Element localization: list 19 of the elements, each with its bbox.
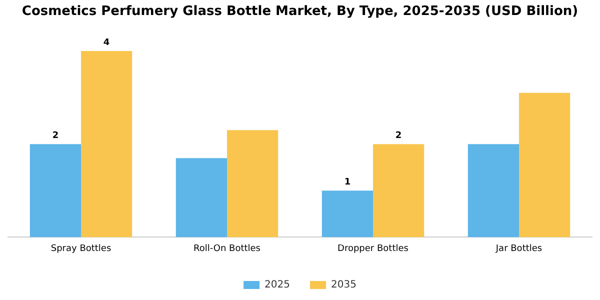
x-tick-label: Jar Bottles: [494, 244, 542, 254]
data-label: 2: [52, 130, 59, 141]
bar: [227, 130, 278, 238]
data-label: 4: [103, 38, 110, 48]
data-label: 2: [395, 130, 402, 141]
bar: [176, 158, 227, 238]
bar: [519, 92, 570, 238]
x-tick-label: Roll-On Bottles: [194, 244, 261, 254]
chart-title: Cosmetics Perfumery Glass Bottle Market, By Type, 2025-2035 (USD Billion): [22, 4, 578, 20]
bar: [468, 144, 519, 238]
x-tick-label: Spray Bottles: [50, 244, 112, 254]
data-label: 1: [344, 178, 351, 188]
bar: [373, 144, 424, 238]
bar: [322, 190, 373, 238]
bar: [30, 144, 81, 238]
legend-label: 2035: [331, 280, 356, 291]
legend-label: 2025: [264, 280, 290, 291]
x-tick-label: Dropper Bottles: [338, 244, 409, 254]
bar: [81, 51, 132, 238]
